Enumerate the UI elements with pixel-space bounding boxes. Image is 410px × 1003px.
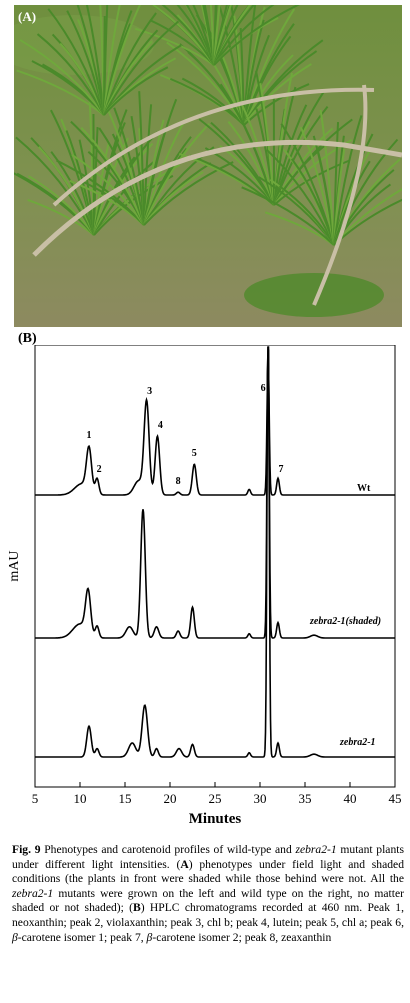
caption-text: Phenotypes and carotenoid profiles of wi… bbox=[40, 843, 296, 856]
x-tick-label: 40 bbox=[344, 791, 357, 806]
caption-italic: β bbox=[12, 930, 18, 944]
trace-1 bbox=[35, 346, 395, 639]
x-tick-label: 25 bbox=[209, 791, 222, 806]
caption-text: ) HPLC chromatograms recorded at 460 nm.… bbox=[12, 901, 404, 929]
caption-italic: zebra2-1 bbox=[295, 843, 337, 856]
caption-italic: zebra2-1 bbox=[12, 886, 54, 900]
peak-label-8: 8 bbox=[176, 476, 181, 487]
y-axis-label: mAU bbox=[7, 550, 22, 581]
peak-labels: 1 2 3 4 5 6 7 8 bbox=[87, 383, 284, 487]
x-tick-label: 15 bbox=[119, 791, 132, 806]
caption-text: -carotene isomer 1; peak 7, bbox=[17, 930, 147, 944]
peak-label-5: 5 bbox=[192, 448, 197, 459]
figure-caption: Fig. 9 Phenotypes and carotenoid profile… bbox=[12, 843, 404, 945]
series-label-0: Wt bbox=[357, 483, 371, 494]
caption-fig-label: Fig. 9 bbox=[12, 843, 41, 856]
series-label-2: zebra2-1 bbox=[339, 737, 376, 748]
peak-label-4: 4 bbox=[158, 420, 163, 431]
series-labels: Wt zebra2-1(shaded) zebra2-1 bbox=[309, 483, 381, 748]
peak-label-1: 1 bbox=[87, 430, 92, 441]
panel-a-label: (A) bbox=[18, 9, 36, 24]
x-tick-label: 20 bbox=[164, 791, 177, 806]
x-axis-ticks: 5 10 15 20 25 30 35 40 45 bbox=[32, 782, 402, 806]
peak-label-2: 2 bbox=[97, 464, 102, 475]
peak-label-7: 7 bbox=[279, 464, 284, 475]
caption-text: ) phenotypes under field light and shade… bbox=[12, 857, 404, 886]
chromatogram-traces bbox=[35, 346, 395, 758]
x-tick-label: 10 bbox=[74, 791, 87, 806]
caption-text: mutant plants under different light inte… bbox=[12, 843, 404, 871]
x-tick-label: 5 bbox=[32, 791, 39, 806]
x-tick-label: 35 bbox=[299, 791, 312, 806]
peak-label-3: 3 bbox=[147, 386, 152, 397]
caption-bold: A bbox=[180, 857, 189, 871]
caption-italic: β bbox=[146, 930, 153, 944]
peak-label-6: 6 bbox=[261, 383, 266, 394]
x-axis-label: Minutes bbox=[189, 811, 242, 825]
plant-photo: (A) bbox=[14, 5, 402, 327]
trace-0 bbox=[35, 358, 395, 496]
caption-bold: B bbox=[133, 901, 141, 915]
x-tick-label: 45 bbox=[389, 791, 402, 806]
x-tick-label: 30 bbox=[254, 791, 267, 806]
panel-b-label: (B) bbox=[18, 331, 37, 346]
plot-frame bbox=[34, 345, 396, 788]
caption-text: -carotene isomer 2; peak 8, zeaxanthin bbox=[152, 930, 332, 944]
trace-2 bbox=[35, 346, 395, 758]
series-label-1: zebra2-1(shaded) bbox=[309, 616, 381, 627]
caption-text: mutants were grown on the left and wild … bbox=[12, 886, 404, 915]
